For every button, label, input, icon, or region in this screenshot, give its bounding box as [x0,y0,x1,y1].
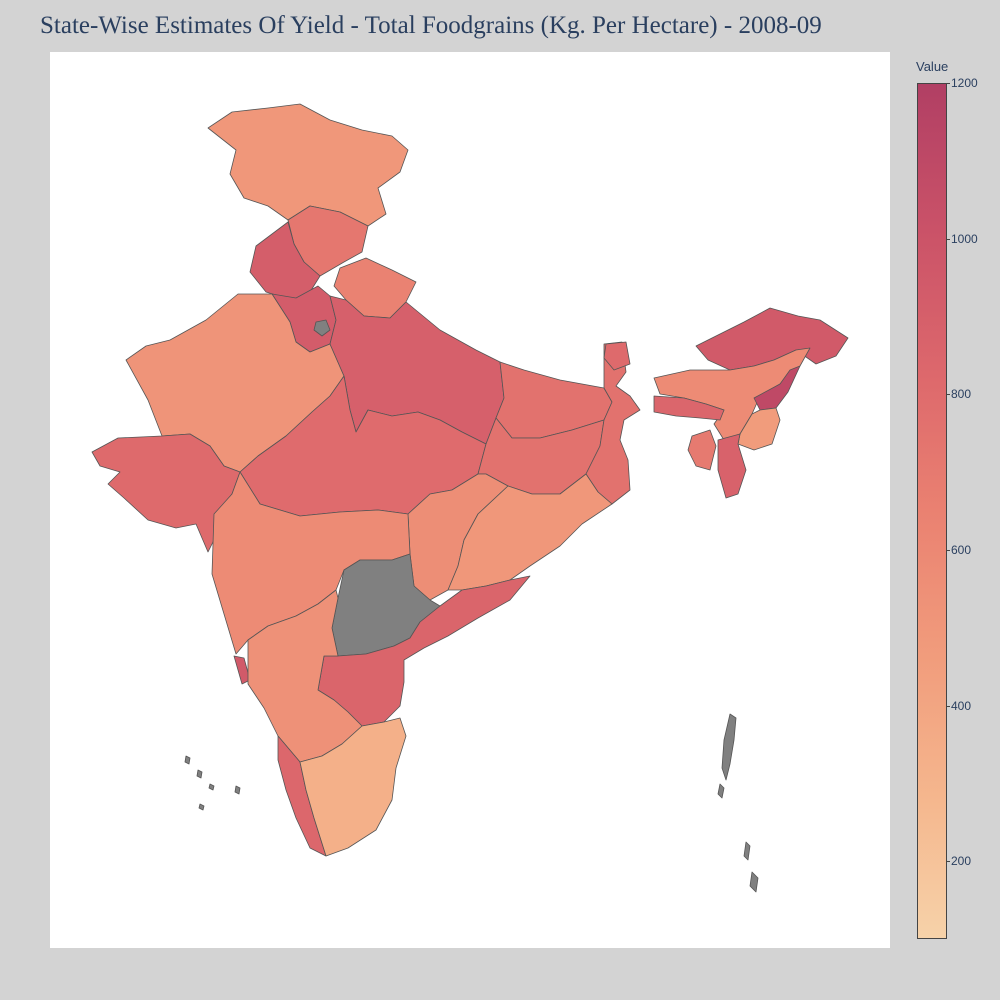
region-tamil-nadu[interactable] [299,717,407,857]
colorbar-tick-label: 600 [951,542,972,557]
region-delhi[interactable] [313,319,331,337]
region-odisha[interactable] [447,473,613,591]
colorbar-tick-label: 400 [951,698,972,713]
region-andaman-nicobar[interactable] [717,713,759,893]
colorbar-tick-label: 800 [951,387,972,402]
colorbar-tick-mark [946,549,950,551]
colorbar-tick-mark [946,238,950,240]
colorbar-tick-label: 1000 [951,231,978,246]
region-tripura[interactable] [687,429,717,471]
colorbar-title: Value [916,59,949,74]
chart-title: State-Wise Estimates Of Yield - Total Fo… [40,12,822,39]
region-mizoram[interactable] [717,433,747,499]
region-nagaland[interactable] [753,365,801,411]
india-map[interactable] [50,52,890,948]
colorbar [917,83,947,939]
region-punjab[interactable] [249,221,321,301]
colorbar-tick-label: 1200 [951,76,978,90]
colorbar-tick-mark [946,83,950,84]
region-andhra-pradesh[interactable] [317,575,531,727]
region-west-bengal[interactable] [585,341,641,505]
region-meghalaya[interactable] [653,395,725,421]
map-panel[interactable] [50,52,890,948]
colorbar-tick-mark [946,394,950,396]
colorbar-tick-mark [946,705,950,707]
colorbar-tick-label: 200 [951,854,972,869]
colorbar-tick-mark [946,861,950,863]
region-lakshadweep[interactable] [184,755,241,811]
region-sikkim[interactable] [603,341,631,371]
region-jammu-and-kashmir[interactable] [207,103,409,227]
